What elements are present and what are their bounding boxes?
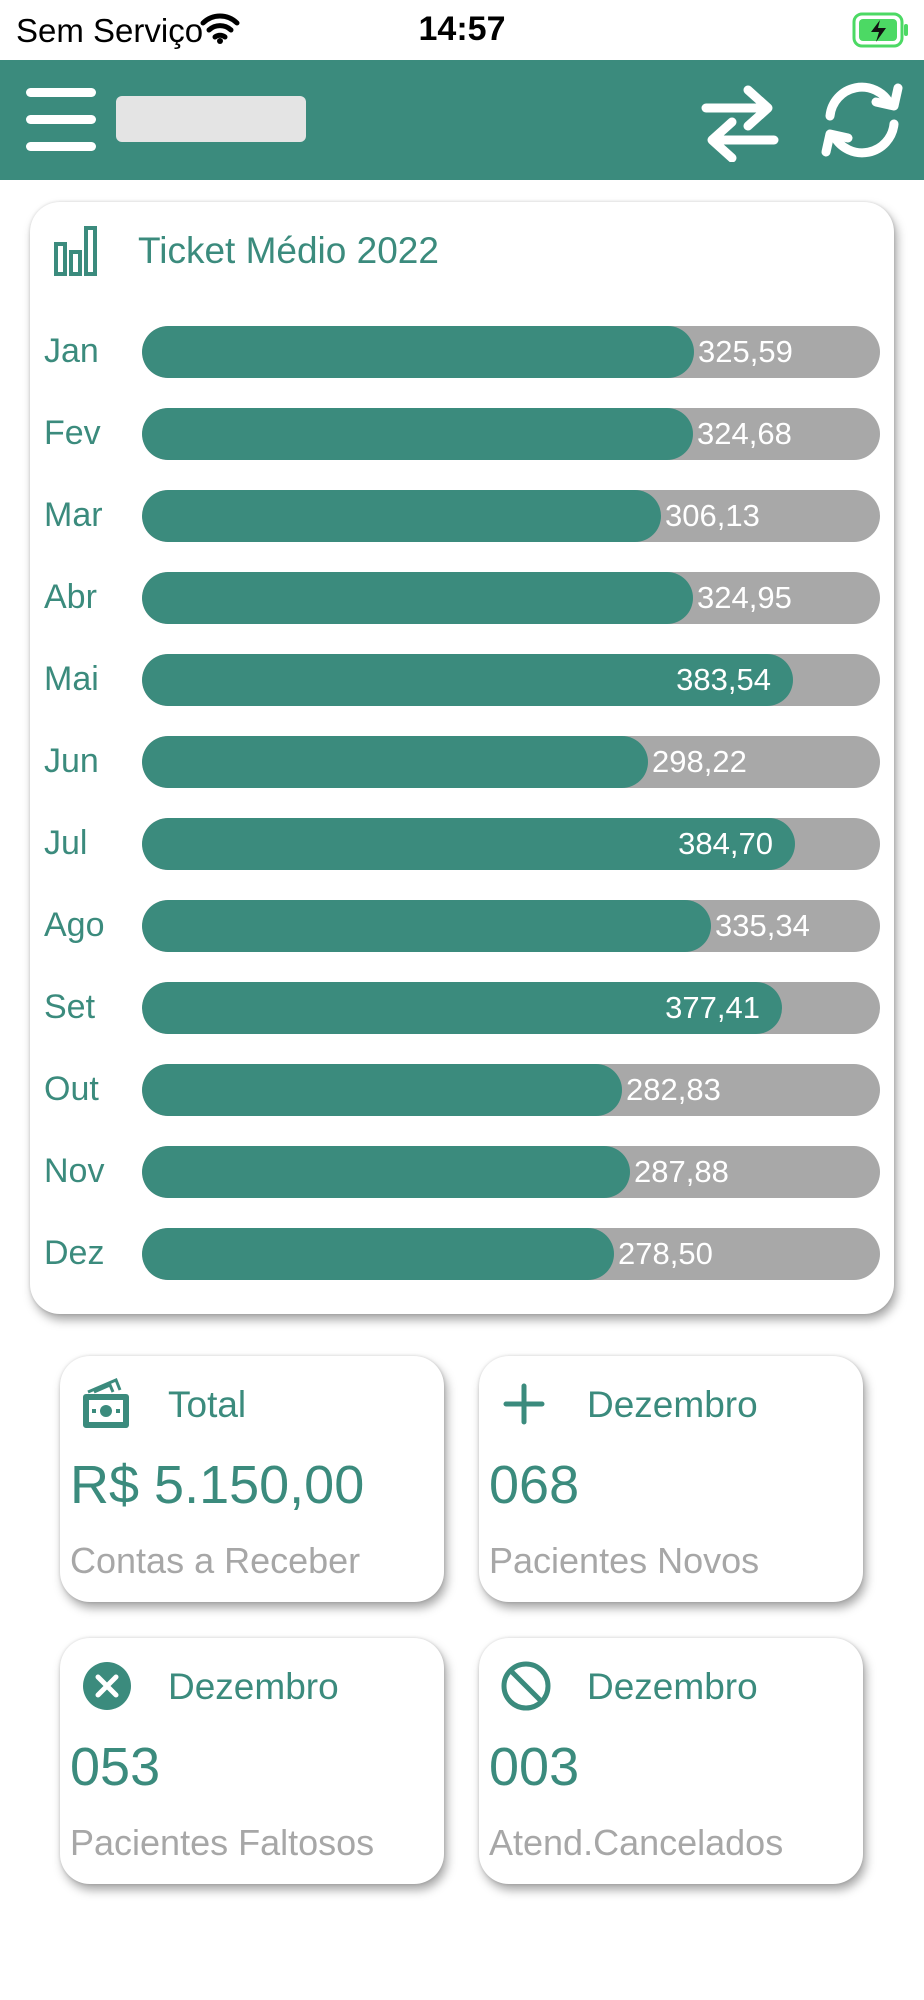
bar-track: 335,34 — [142, 900, 880, 952]
bar-value-label: 324,68 — [697, 416, 792, 451]
ticket-medio-card: Ticket Médio 2022 Jan 325,59 Fev 324,68 Mar 3… — [30, 202, 894, 1314]
new-patients-card[interactable]: Dezembro 068 Pacientes Novos — [479, 1356, 863, 1602]
battery-icon — [852, 12, 908, 48]
bar-track: 384,70 — [142, 818, 880, 870]
card-value: 053 — [70, 1737, 161, 1797]
money-icon — [83, 1378, 129, 1428]
card-caption: Atend.Cancelados — [489, 1822, 784, 1863]
card-heading: Dezembro — [587, 1384, 758, 1425]
month-label: Jan — [44, 332, 99, 370]
bar-track: 298,22 — [142, 736, 880, 788]
x-circle-icon — [83, 1662, 131, 1710]
bar-track: 324,95 — [142, 572, 880, 624]
cancelled-appointments-card[interactable]: Dezembro 003 Atend.Cancelados — [479, 1638, 863, 1884]
bar-track: 325,59 — [142, 326, 880, 378]
bar — [142, 408, 693, 460]
bar-chart-icon — [54, 226, 97, 276]
card-heading: Dezembro — [168, 1666, 339, 1707]
bar — [142, 654, 793, 706]
month-label: Jun — [44, 742, 99, 780]
bar-value-label: 298,22 — [652, 744, 747, 779]
bar-track: 377,41 — [142, 982, 880, 1034]
month-label: Nov — [44, 1152, 105, 1190]
month-label: Jul — [44, 824, 88, 862]
hamburger-menu-icon[interactable] — [26, 88, 96, 152]
month-label: Ago — [44, 906, 105, 944]
bar-value-label: 384,70 — [678, 826, 773, 861]
bar — [142, 900, 711, 952]
clock-label: 14:57 — [418, 10, 506, 48]
bar-value-label: 324,95 — [697, 580, 792, 615]
app-title-placeholder — [116, 96, 306, 142]
swap-arrows-icon[interactable] — [700, 78, 780, 162]
bar — [142, 1228, 614, 1280]
bar-value-label: 383,54 — [676, 662, 771, 697]
bar-track: 306,13 — [142, 490, 880, 542]
bar-value-label: 325,59 — [698, 334, 793, 369]
month-label: Dez — [44, 1234, 105, 1272]
wifi-icon — [200, 13, 240, 44]
bar-track: 282,83 — [142, 1064, 880, 1116]
bar — [142, 490, 661, 542]
month-label: Mar — [44, 496, 103, 534]
bar-value-label: 377,41 — [665, 990, 760, 1025]
month-label: Set — [44, 988, 96, 1026]
total-receivable-card[interactable]: Total R$ 5.150,00 Contas a Receber — [60, 1356, 444, 1602]
bar-track: 324,68 — [142, 408, 880, 460]
month-label: Abr — [44, 578, 97, 616]
card-value: R$ 5.150,00 — [70, 1455, 365, 1515]
bar — [142, 1064, 622, 1116]
card-caption: Contas a Receber — [70, 1540, 361, 1581]
card-caption: Pacientes Novos — [489, 1540, 760, 1581]
bar — [142, 326, 694, 378]
bar-value-label: 282,83 — [626, 1072, 721, 1107]
status-bar: Sem Serviço 14:57 — [0, 0, 924, 60]
refresh-icon[interactable] — [816, 76, 908, 164]
bar-track: 278,50 — [142, 1228, 880, 1280]
app-bar — [0, 60, 924, 180]
bar — [142, 736, 648, 788]
chart-title: Ticket Médio 2022 — [138, 230, 439, 271]
plus-icon — [503, 1383, 545, 1425]
card-value: 003 — [489, 1737, 580, 1797]
bar-value-label: 278,50 — [618, 1236, 713, 1271]
bar-value-label: 287,88 — [634, 1154, 729, 1189]
bar — [142, 818, 795, 870]
bar-chart: Jan 325,59 Fev 324,68 Mar 306,13 Abr 324,95 Mai 3… — [30, 202, 894, 1314]
bar-track: 383,54 — [142, 654, 880, 706]
card-heading: Dezembro — [587, 1666, 758, 1707]
no-show-patients-card[interactable]: Dezembro 053 Pacientes Faltosos — [60, 1638, 444, 1884]
bar — [142, 982, 782, 1034]
carrier-label: Sem Serviço — [16, 12, 204, 49]
month-label: Out — [44, 1070, 99, 1108]
card-caption: Pacientes Faltosos — [70, 1822, 375, 1863]
month-label: Mai — [44, 660, 99, 698]
bar-value-label: 306,13 — [665, 498, 760, 533]
month-label: Fev — [44, 414, 101, 452]
prohibited-icon — [501, 1661, 551, 1711]
bar — [142, 1146, 630, 1198]
bar-track: 287,88 — [142, 1146, 880, 1198]
card-value: 068 — [489, 1455, 580, 1515]
bar — [142, 572, 693, 624]
card-heading: Total — [168, 1384, 247, 1425]
bar-value-label: 335,34 — [715, 908, 810, 943]
